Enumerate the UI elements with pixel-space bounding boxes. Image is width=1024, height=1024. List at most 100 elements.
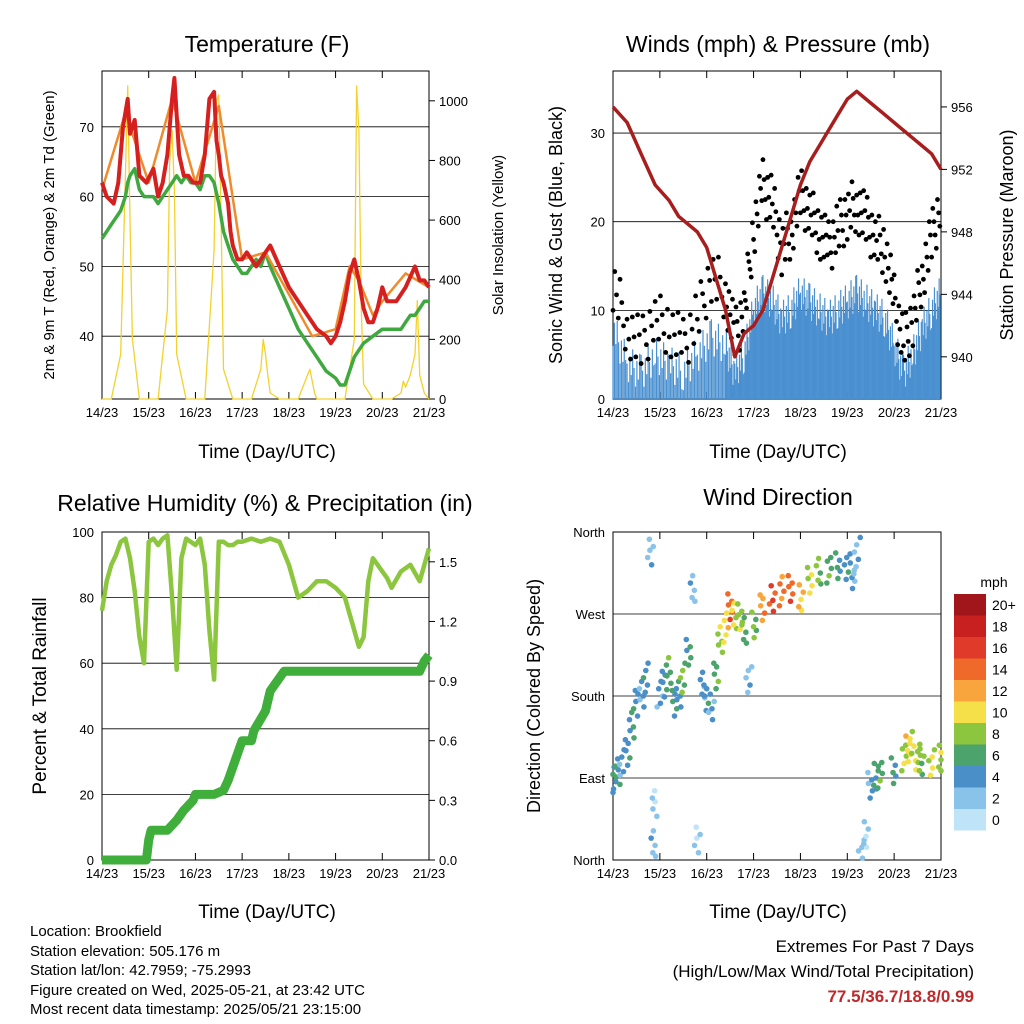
- direction-point: [938, 756, 944, 763]
- gust-point: [619, 300, 625, 305]
- direction-point: [875, 785, 881, 791]
- direction-point: [711, 698, 718, 705]
- direction-point: [711, 671, 718, 677]
- temp-y2tick-label: 1000: [439, 94, 468, 109]
- temp-xtick-label: 17/23: [226, 405, 259, 420]
- gust-point: [726, 289, 732, 294]
- gust-point: [921, 276, 926, 282]
- winds-xtick-label: 17/23: [737, 405, 770, 420]
- gust-point: [864, 194, 870, 200]
- gust-point: [936, 210, 942, 216]
- gust-point: [908, 305, 913, 311]
- direction-point: [689, 572, 696, 579]
- direction-point: [652, 842, 658, 849]
- direction-point: [768, 582, 774, 589]
- winds-ytick-label: 30: [591, 126, 605, 141]
- direction-point: [875, 767, 882, 774]
- gust-point: [633, 354, 639, 360]
- direction-point: [867, 795, 873, 801]
- temp-ytick-label: 60: [80, 190, 94, 205]
- gust-point: [875, 256, 881, 262]
- gust-point: [689, 326, 695, 332]
- station-latlon: Station lat/lon: 42.7959; -75.2993: [30, 962, 252, 979]
- gust-point: [817, 256, 823, 262]
- gust-point: [912, 305, 918, 311]
- gust-point: [925, 268, 931, 273]
- gust-point: [840, 228, 845, 233]
- direction-point: [795, 603, 802, 610]
- direction-point: [907, 736, 913, 742]
- direction-point: [757, 603, 764, 609]
- gust-point: [700, 291, 706, 297]
- legend-label: 20+: [992, 597, 1016, 613]
- speed-legend: mph 20+ 18 16 14 12 10 8 6 4 2 0: [954, 574, 1016, 831]
- gust-point: [856, 232, 862, 238]
- gust-point: [626, 336, 632, 342]
- gust-point: [798, 210, 803, 216]
- gust-point: [628, 356, 633, 362]
- direction-point: [691, 587, 698, 594]
- dir-xtick-label: 16/23: [690, 866, 723, 881]
- gust-point: [716, 254, 721, 260]
- direction-point: [845, 569, 852, 575]
- gust-point: [744, 305, 749, 311]
- legend-swatch: [954, 744, 986, 766]
- direction-point: [824, 558, 831, 564]
- figure-created: Figure created on Wed, 2025-05-21, at 23…: [30, 981, 365, 999]
- gust-point: [858, 210, 864, 216]
- direction-point: [847, 551, 853, 557]
- direction-point: [789, 580, 795, 586]
- direction-point: [651, 787, 658, 794]
- gust-point: [789, 232, 795, 238]
- direction-point: [855, 556, 862, 563]
- temperature-panel: Temperature (F) 14/23 15/23 16/23 17/23 18/2…: [41, 31, 507, 463]
- direction-point: [623, 747, 629, 754]
- gust-point: [932, 232, 938, 238]
- gust-point: [774, 232, 780, 238]
- direction-point: [691, 842, 698, 849]
- gust-point: [751, 237, 756, 242]
- gust-point: [901, 343, 906, 349]
- direction-point: [705, 700, 712, 707]
- gust-point: [834, 203, 840, 209]
- gust-point: [813, 230, 819, 236]
- gust-point: [735, 333, 741, 339]
- gust-point: [717, 274, 723, 280]
- humidity-precip-panel: Relative Humidity (%) & Precipitation (i…: [30, 490, 473, 923]
- gust-point: [734, 319, 740, 324]
- temperature-ylabel: 2m & 9m T (Red, Orange) & 2m Td (Green): [41, 90, 58, 379]
- direction-point: [777, 581, 783, 587]
- direction-point: [719, 649, 726, 656]
- direction-point: [921, 753, 927, 759]
- gust-point: [929, 254, 935, 260]
- gust-point: [832, 234, 837, 240]
- gust-point: [714, 296, 720, 302]
- legend-label: 2: [992, 790, 1000, 806]
- direction-point: [681, 682, 688, 688]
- direction-point: [627, 727, 633, 734]
- gust-point: [839, 212, 844, 218]
- direction-point: [687, 580, 694, 586]
- direction-point: [693, 835, 700, 841]
- winds-title: Winds (mph) & Pressure (mb): [626, 31, 930, 57]
- gust-point: [779, 272, 785, 278]
- direction-point: [911, 743, 917, 749]
- direction-point: [853, 563, 859, 570]
- gust-point: [868, 254, 874, 260]
- gust-point: [812, 210, 817, 216]
- direction-point: [873, 775, 879, 781]
- gust-point: [638, 361, 644, 366]
- winds-xtick-label: 19/23: [831, 405, 864, 420]
- temperature-plot-area: 14/23 15/23 16/23 17/23 18/23 19/23 20/23 21/23…: [80, 70, 468, 420]
- direction-point: [909, 728, 916, 735]
- gust-point: [705, 265, 711, 271]
- extremes-values: 77.5/36.7/18.8/0.99: [827, 987, 974, 1006]
- direction-point: [904, 747, 911, 754]
- direction-point: [786, 583, 792, 590]
- gust-point: [782, 256, 788, 262]
- humidity-xlabel: Time (Day/UTC): [198, 902, 336, 923]
- direction-point: [695, 849, 702, 856]
- rh-xtick-label: 21/23: [413, 866, 446, 881]
- temp-frame: [101, 70, 430, 400]
- gust-point: [799, 168, 804, 174]
